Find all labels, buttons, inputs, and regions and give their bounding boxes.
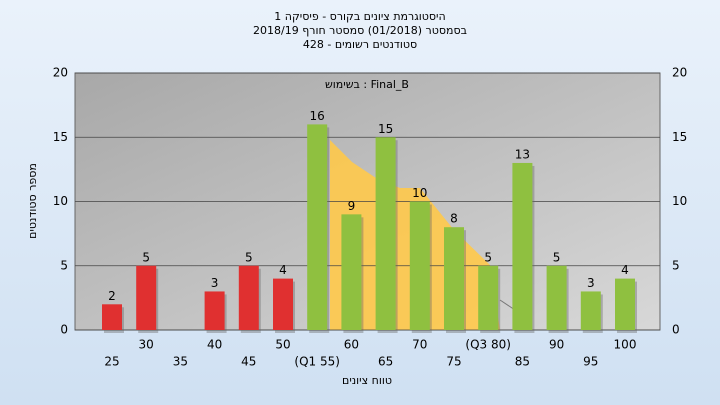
chart-subtitle: בסמסטר (01/2018) סמסטר חורף 2018/19 — [253, 24, 467, 37]
chart-title: היסטוגרמת ציונים בקורס - פיסיקה 1 — [274, 10, 445, 23]
bar — [512, 162, 533, 330]
x-tick-label: 60 — [344, 338, 359, 352]
bar — [136, 265, 157, 330]
data-label: 8 — [450, 212, 458, 226]
y-tick-label: 10 — [53, 194, 68, 208]
data-label: 4 — [279, 263, 287, 277]
x-tick-label: 35 — [173, 355, 188, 369]
x-tick-label: 95 — [583, 355, 598, 369]
data-label: 5 — [245, 250, 253, 264]
x-tick-label: 40 — [207, 338, 222, 352]
x-tick-label: (Q3 80) — [465, 338, 511, 352]
data-label: 4 — [621, 263, 629, 277]
y-tick-label: 15 — [53, 130, 68, 144]
data-label: 2 — [108, 289, 116, 303]
x-tick-label: 75 — [446, 355, 461, 369]
y-tick-label: 20 — [53, 66, 68, 80]
data-label: 5 — [142, 250, 150, 264]
x-tick-label: 45 — [241, 355, 256, 369]
x-tick-label: 30 — [139, 338, 154, 352]
y-tick-label: 0 — [60, 323, 68, 337]
bar — [238, 265, 259, 330]
bar — [615, 278, 635, 330]
bar — [341, 214, 362, 330]
data-label: 5 — [484, 250, 492, 264]
y2-tick-label: 5 — [672, 258, 680, 272]
bar — [102, 304, 122, 330]
data-label: 3 — [211, 276, 219, 290]
y2-tick-label: 0 — [672, 323, 680, 337]
x-tick-label: 25 — [104, 355, 119, 369]
bar — [375, 137, 396, 330]
x-tick-label: 90 — [549, 338, 564, 352]
data-label: 3 — [587, 276, 595, 290]
y2-tick-label: 15 — [672, 130, 687, 144]
x-axis-label: טווח ציונים — [342, 374, 392, 387]
x-tick-label: (Q1 55) — [294, 355, 340, 369]
annotation: Final_B : בשימוש — [325, 78, 409, 91]
data-label: 10 — [412, 186, 427, 200]
data-label: 16 — [310, 109, 325, 123]
data-label: 13 — [515, 147, 530, 161]
y-tick-label: 5 — [60, 258, 68, 272]
x-tick-label: 50 — [275, 338, 290, 352]
bar — [409, 201, 430, 330]
bar — [546, 265, 567, 330]
y2-tick-label: 20 — [672, 66, 687, 80]
x-tick-label: 85 — [515, 355, 530, 369]
chart-subtitle: סטודנטים רשומים - 428 — [303, 38, 417, 51]
data-label: 5 — [553, 250, 561, 264]
x-tick-label: 70 — [412, 338, 427, 352]
bar — [273, 278, 293, 330]
bar — [204, 291, 225, 330]
y-axis-label: מספר סטודנטים — [26, 163, 39, 239]
data-label: 9 — [348, 199, 356, 213]
x-tick-label: 100 — [614, 338, 637, 352]
bar — [580, 291, 601, 330]
x-tick-label: 65 — [378, 355, 393, 369]
bar — [444, 227, 464, 330]
bar — [307, 124, 328, 331]
data-label: 15 — [378, 122, 393, 136]
bar — [478, 265, 499, 330]
y2-tick-label: 10 — [672, 194, 687, 208]
